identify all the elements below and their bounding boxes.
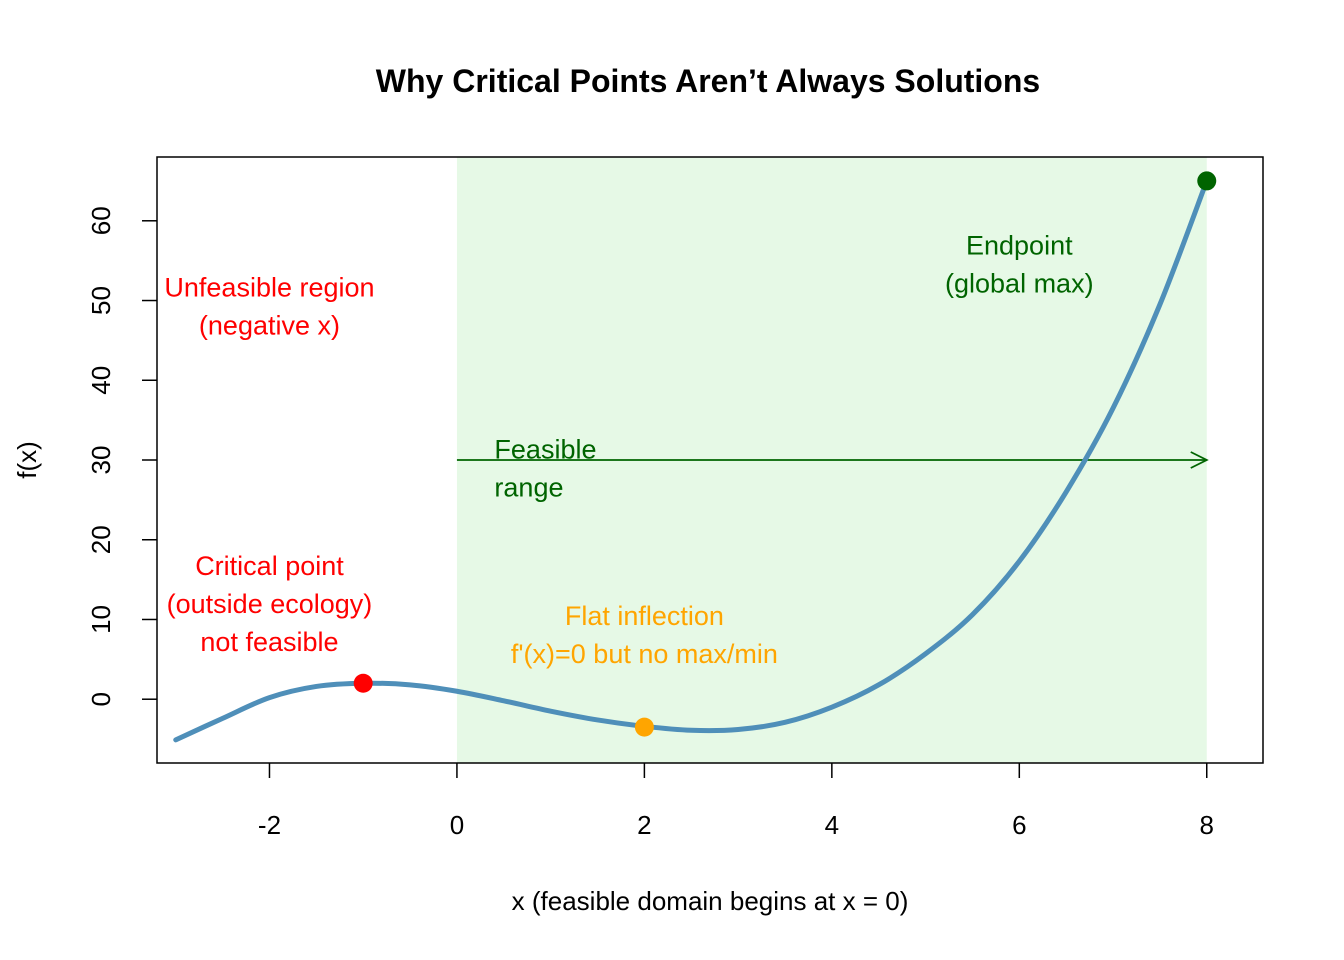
x-tick-label: 2 [637, 810, 651, 840]
y-tick-label: 50 [86, 286, 116, 315]
critical-point-label: Critical point (outside ecology) not feasi… [167, 551, 373, 657]
chart-title: Why Critical Points Aren’t Always Soluti… [376, 63, 1040, 99]
critical-point-label-line: Critical point [195, 551, 344, 581]
flat-inflection-marker [634, 717, 654, 737]
y-tick-label: 20 [86, 525, 116, 554]
endpoint-marker [1197, 171, 1217, 191]
flat-inflection-label-line: f'(x)=0 but no max/min [511, 639, 778, 669]
endpoint-label-line: (global max) [945, 268, 1094, 298]
y-tick-label: 10 [86, 605, 116, 634]
x-tick-label: 4 [825, 810, 839, 840]
feasible-range-label: Feasible range [494, 434, 596, 502]
feasible-range-label-line: Feasible [494, 434, 596, 464]
y-axis: 0 10 20 30 40 50 60 [86, 206, 157, 706]
y-tick-label: 30 [86, 446, 116, 475]
x-tick-label: 6 [1012, 810, 1026, 840]
x-tick-label: -2 [258, 810, 281, 840]
endpoint-label-line: Endpoint [966, 230, 1073, 260]
feasible-range-arrowhead [1190, 451, 1209, 469]
plot-area: Unfeasible region (negative x) Critical po… [164, 157, 1217, 763]
critical-point-marker [353, 673, 373, 693]
critical-point-label-line: (outside ecology) [167, 589, 373, 619]
flat-inflection-label: Flat inflection f'(x)=0 but no max/min [511, 601, 778, 669]
critical-point-label-line: not feasible [200, 627, 338, 657]
flat-inflection-label-line: Flat inflection [565, 601, 724, 631]
unfeasible-region-label: Unfeasible region (negative x) [164, 273, 374, 341]
y-tick-label: 60 [86, 206, 116, 235]
unfeasible-region-label-line: (negative x) [199, 311, 340, 341]
x-axis-label: x (feasible domain begins at x = 0) [512, 886, 909, 916]
unfeasible-region-label-line: Unfeasible region [164, 273, 374, 303]
x-axis: -2 0 2 4 6 8 [258, 763, 1214, 840]
y-tick-label: 0 [86, 692, 116, 706]
y-axis-label: f(x) [12, 441, 42, 479]
feasible-range-label-line: range [494, 472, 563, 502]
x-tick-label: 0 [450, 810, 464, 840]
y-tick-label: 40 [86, 366, 116, 395]
x-tick-label: 8 [1200, 810, 1214, 840]
endpoint-label: Endpoint (global max) [945, 230, 1094, 298]
